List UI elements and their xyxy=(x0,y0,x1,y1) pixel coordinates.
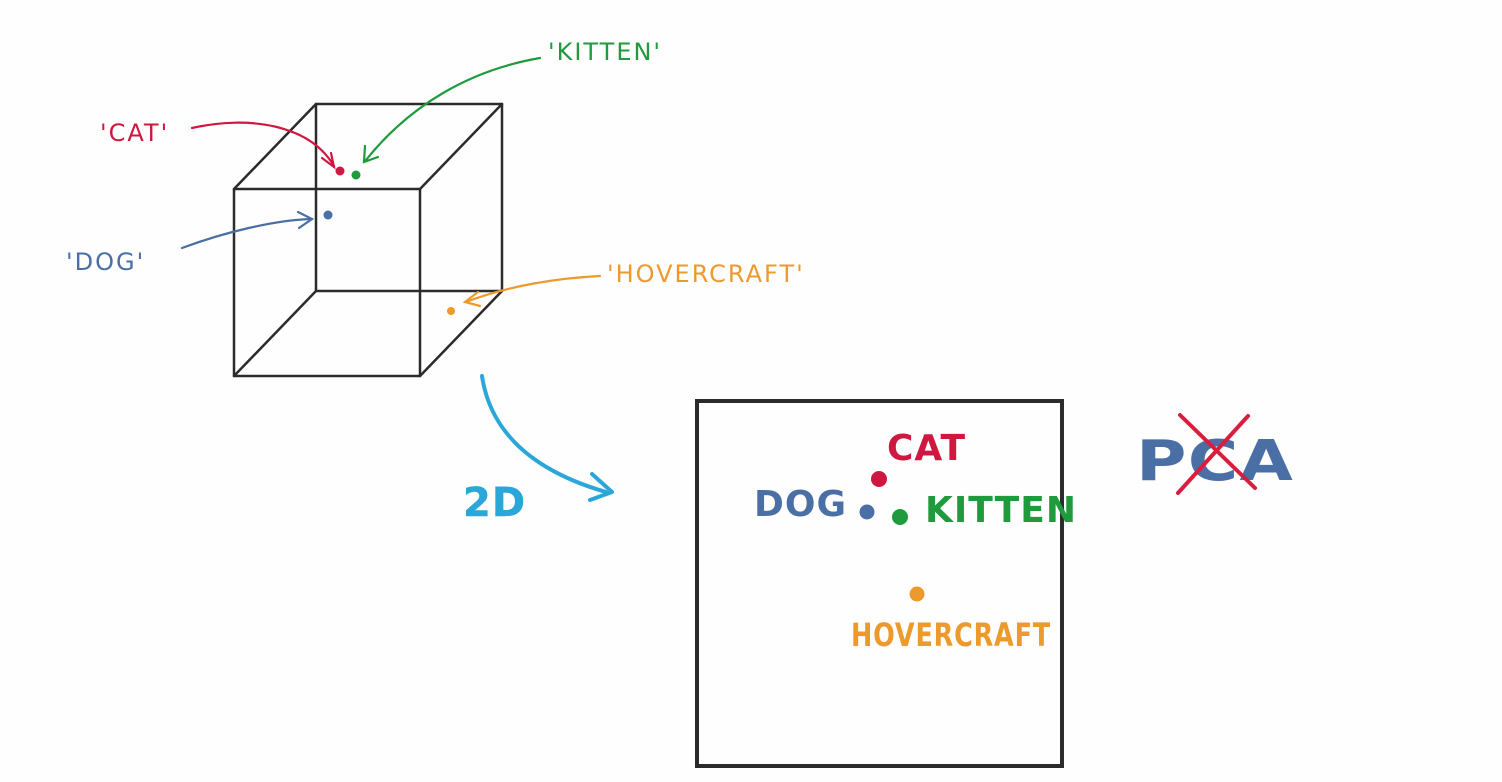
cube-edge-top-left xyxy=(232,102,318,191)
cube-3d xyxy=(232,102,504,378)
cat-point-2d xyxy=(871,471,887,487)
curved-arrow-icon xyxy=(480,374,614,502)
hovercraft-point-3d xyxy=(447,307,455,315)
kitten-point-2d xyxy=(892,509,908,525)
cat-arrow xyxy=(190,121,336,170)
dog-arrow xyxy=(180,210,315,250)
kitten-point-3d xyxy=(351,170,361,180)
dog-label-3d: 'DOG' xyxy=(66,248,145,276)
method-label: PCA xyxy=(1136,429,1294,494)
kitten-label-2d: KITTEN xyxy=(925,490,1077,531)
cat-label-2d: CAT xyxy=(887,428,966,469)
cat-point-3d xyxy=(335,166,345,176)
cube-edge-top-right xyxy=(418,102,504,191)
hovercraft-label-3d: 'HOVERCRAFT' xyxy=(607,260,805,288)
plane-2d-frame xyxy=(695,399,1064,768)
projection-label: 2D xyxy=(463,480,526,526)
cube-front-face xyxy=(232,187,422,378)
dog-point-3d xyxy=(323,210,333,220)
hovercraft-arrow xyxy=(462,274,602,308)
cube-back-face xyxy=(314,102,504,293)
cat-label-3d: 'CAT' xyxy=(100,119,169,147)
hovercraft-label-2d: HOVERCRAFT xyxy=(851,616,1051,654)
cube-edge-bottom-right xyxy=(418,289,504,378)
strike-mark xyxy=(1176,413,1257,495)
kitten-label-3d: 'KITTEN' xyxy=(548,38,662,66)
hovercraft-point-2d xyxy=(909,586,925,602)
kitten-arrow xyxy=(362,56,542,164)
dog-label-2d: DOG xyxy=(754,484,847,525)
cube-edge-bottom-left xyxy=(232,289,318,378)
dog-point-2d xyxy=(859,504,875,520)
